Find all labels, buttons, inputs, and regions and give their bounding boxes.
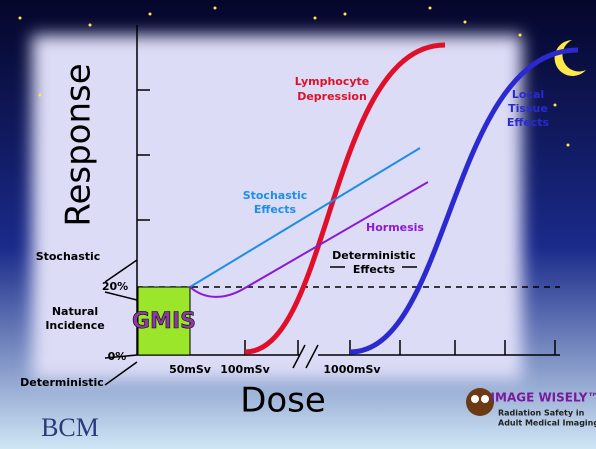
brand: IMAGE WISELY™ (491, 391, 596, 405)
label: Incidence (45, 319, 104, 332)
x-label: 1000mSv (323, 363, 381, 376)
curve-label: Deterministic (332, 249, 416, 262)
label: 20% (102, 280, 128, 293)
x-axis-label: Dose (240, 381, 326, 421)
curve-label: Stochastic (243, 189, 308, 202)
page: GMIS Response Dose Stochastic 20% Natura… (0, 0, 596, 449)
y-axis-label: Response (59, 63, 99, 226)
curve-label: Local (512, 88, 544, 101)
label: Natural (52, 305, 98, 318)
gmis-label: GMIS (132, 309, 196, 334)
label: Deterministic (20, 376, 104, 389)
curve-label: Lymphocyte (295, 75, 370, 88)
tagline: Adult Medical Imaging (498, 419, 596, 428)
curve-label: Effects (353, 263, 396, 276)
label: Stochastic (36, 250, 101, 263)
x-label: 50mSv (169, 363, 212, 376)
curve-label: Hormesis (366, 221, 424, 234)
x-label: 100mSv (220, 363, 270, 376)
bcm-logo: BCM (41, 413, 99, 442)
curve-label: Effects (507, 116, 550, 129)
curve-label: Effects (254, 203, 297, 216)
slide: GMIS Response Dose Stochastic 20% Natura… (0, 0, 596, 449)
label: 0% (108, 350, 127, 363)
curve-label: Depression (297, 90, 367, 103)
curve-label: Tissue (508, 102, 548, 115)
tagline: Radiation Safety in (498, 409, 585, 418)
